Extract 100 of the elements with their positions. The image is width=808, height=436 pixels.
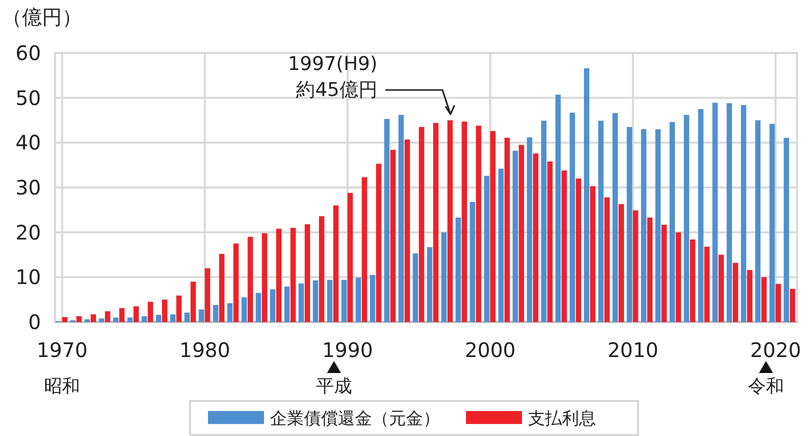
bar <box>119 308 125 322</box>
bar <box>270 289 276 322</box>
x-tick-label: 1990 <box>322 338 373 362</box>
bar <box>470 202 476 322</box>
bar <box>113 318 118 322</box>
bar <box>204 268 210 322</box>
legend-label: 支払利息 <box>528 409 596 429</box>
bar <box>626 126 632 322</box>
annotation: 1997(H9) 約45億円 <box>288 53 378 101</box>
bar <box>684 114 690 322</box>
bar <box>427 247 432 322</box>
bar <box>390 150 396 322</box>
bar <box>90 314 96 322</box>
bar <box>404 140 410 322</box>
bar <box>676 232 682 322</box>
bar <box>318 216 324 322</box>
bar <box>418 126 424 322</box>
text: 平成 <box>316 376 352 397</box>
bar <box>198 309 204 322</box>
bar <box>162 300 168 322</box>
y-tick-label: 30 <box>16 176 41 200</box>
bar <box>233 244 239 322</box>
x-tick-label: 2000 <box>464 338 516 362</box>
text: 令和 <box>748 376 784 397</box>
bar <box>761 277 767 322</box>
bar <box>732 262 738 322</box>
bar <box>490 131 496 322</box>
bar <box>570 112 576 322</box>
bar <box>698 109 704 322</box>
bar <box>276 228 282 322</box>
bar <box>661 224 667 322</box>
bar <box>462 122 468 322</box>
bar <box>670 122 675 322</box>
bar <box>184 312 190 322</box>
bar <box>242 297 247 322</box>
bar <box>304 224 310 322</box>
bar <box>76 316 82 322</box>
bar <box>704 246 710 322</box>
bar <box>456 218 461 322</box>
bar <box>412 253 418 322</box>
bar <box>298 283 304 322</box>
bar <box>618 204 624 322</box>
bar <box>755 120 761 322</box>
bar <box>256 292 262 322</box>
bar <box>384 118 390 322</box>
y-tick-label: 10 <box>16 265 41 290</box>
bar <box>769 124 775 322</box>
bar <box>712 102 718 322</box>
bar <box>447 120 453 322</box>
bar <box>156 314 162 322</box>
bar <box>248 236 253 322</box>
bar <box>655 129 661 322</box>
bar <box>555 94 561 322</box>
bar <box>356 278 361 322</box>
bar <box>790 288 796 322</box>
y-tick-label: 60 <box>16 41 41 65</box>
bar <box>498 168 504 322</box>
y-tick-label: 20 <box>16 220 41 244</box>
bar <box>784 138 790 322</box>
bar <box>327 280 332 322</box>
bar <box>647 218 653 322</box>
bar <box>227 303 233 322</box>
bar <box>290 228 296 322</box>
bar <box>433 122 438 322</box>
y-tick-label: 0 <box>28 310 41 334</box>
bar <box>376 164 382 322</box>
bar <box>148 302 154 322</box>
bar <box>104 311 110 322</box>
bar <box>212 304 218 322</box>
bar <box>127 318 133 322</box>
bar <box>740 105 746 322</box>
bar <box>590 186 596 322</box>
bar <box>726 103 732 322</box>
x-tick-label: 2010 <box>607 338 658 362</box>
y-axis-title: （億円） <box>2 5 82 29</box>
bar <box>348 192 353 322</box>
bar <box>62 317 68 322</box>
bar <box>142 316 147 322</box>
bar <box>133 306 139 322</box>
bar <box>98 318 104 322</box>
bar <box>219 254 224 322</box>
x-tick-label: 1980 <box>179 338 230 362</box>
bar <box>476 126 482 322</box>
bar <box>484 176 490 322</box>
bar <box>718 254 724 322</box>
bar <box>398 114 404 322</box>
bar <box>776 284 781 322</box>
bar <box>526 137 532 322</box>
bar <box>362 177 368 322</box>
bar <box>547 161 553 322</box>
bar <box>312 280 318 322</box>
bar <box>262 233 268 322</box>
bar <box>632 210 638 322</box>
bar <box>370 274 376 322</box>
bar <box>576 178 582 322</box>
bar <box>533 153 538 322</box>
bar <box>190 282 196 322</box>
bar <box>541 120 546 322</box>
bar <box>518 144 524 322</box>
y-tick-label: 40 <box>16 130 41 155</box>
